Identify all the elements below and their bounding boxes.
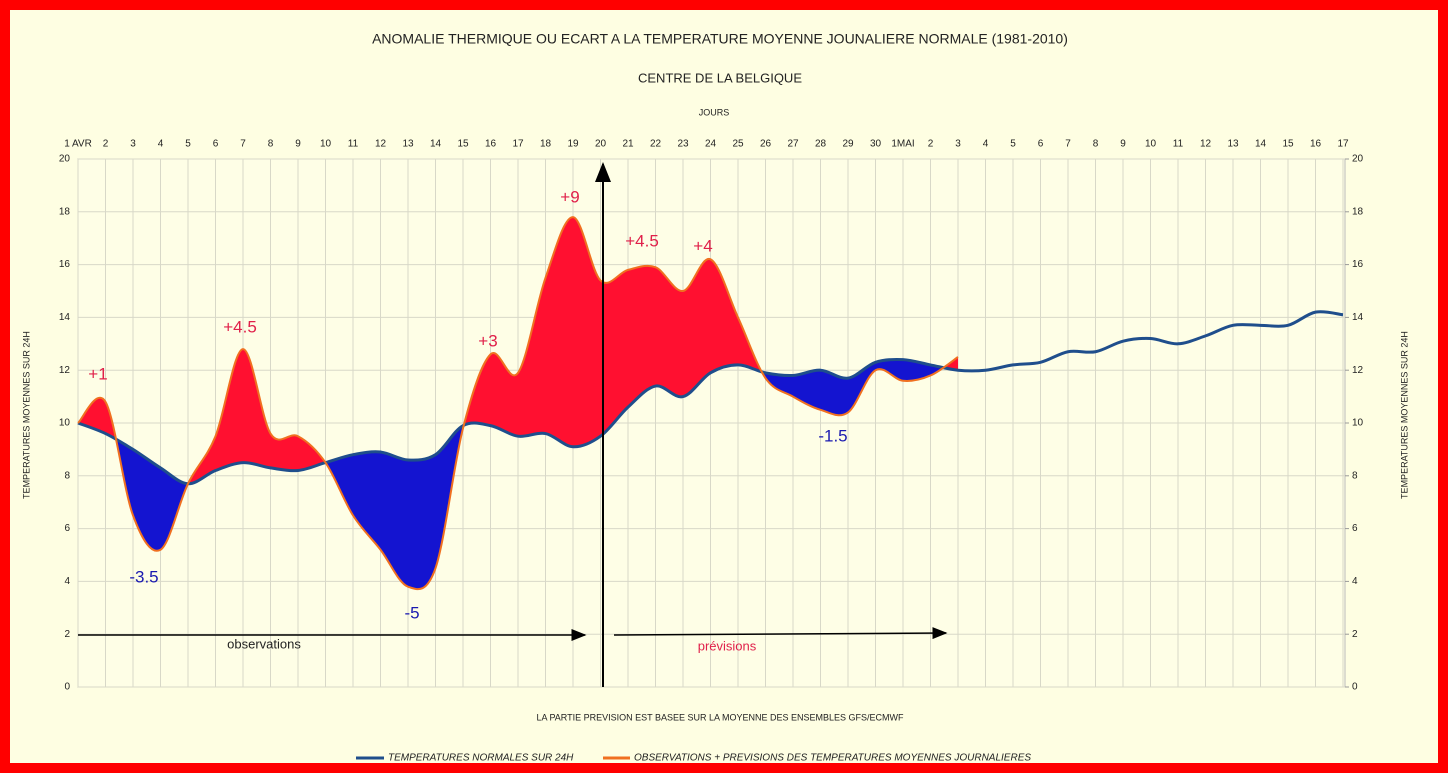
- y-tick-label: 18: [59, 206, 71, 217]
- legend-label: TEMPERATURES NORMALES SUR 24H: [388, 753, 574, 764]
- y2-tick-label: 18: [1352, 206, 1364, 217]
- x-tick-label: 16: [485, 139, 497, 150]
- y-tick-label: 8: [64, 470, 70, 481]
- x-tick-label: 9: [1120, 139, 1126, 150]
- y-tick-label: 12: [59, 365, 71, 376]
- x-tick-label: 6: [213, 139, 219, 150]
- x-tick-label: 14: [1255, 139, 1267, 150]
- chart-title: ANOMALIE THERMIQUE OU ECART A LA TEMPERA…: [372, 31, 1068, 47]
- y-tick-label: 10: [59, 418, 71, 429]
- y-tick-label: 4: [64, 576, 70, 587]
- y2-tick-label: 6: [1352, 523, 1358, 534]
- x-tick-label: 30: [870, 139, 882, 150]
- x-tick-label: 3: [130, 139, 136, 150]
- x-tick-label: 17: [512, 139, 524, 150]
- x-tick-label: 6: [1038, 139, 1044, 150]
- x-tick-label: 20: [595, 139, 607, 150]
- note: LA PARTIE PREVISION EST BASEE SUR LA MOY…: [536, 712, 904, 722]
- x-tick-label: 12: [375, 139, 387, 150]
- x-tick-label: 7: [1065, 139, 1071, 150]
- x-tick-label: 26: [760, 139, 772, 150]
- y2-tick-label: 10: [1352, 418, 1364, 429]
- y-tick-label: 16: [59, 259, 71, 270]
- y-axis-label: TEMPERATURES MOYENNES SUR 24H: [21, 331, 31, 499]
- y-tick-label: 6: [64, 523, 70, 534]
- x-tick-label: 4: [158, 139, 164, 150]
- period-label: observations: [227, 636, 301, 651]
- x-tick-label: 22: [650, 139, 662, 150]
- x-tick-label: 29: [842, 139, 854, 150]
- y2-tick-label: 8: [1352, 470, 1358, 481]
- annotation: +3: [478, 331, 497, 350]
- annotation: +9: [560, 187, 579, 206]
- annotation: -5: [404, 603, 419, 622]
- y2-axis-label: TEMPERATURES MOYENNES SUR 24H: [1399, 331, 1409, 499]
- x-tick-label: 21: [622, 139, 634, 150]
- x-tick-label: 2: [103, 139, 109, 150]
- y2-tick-label: 14: [1352, 312, 1364, 323]
- x-tick-label: 2: [928, 139, 934, 150]
- x-tick-label: 10: [1145, 139, 1157, 150]
- annotation: +4.5: [223, 317, 257, 336]
- x-tick-label: 19: [567, 139, 579, 150]
- x-tick-label: 3: [955, 139, 961, 150]
- x-tick-label: 15: [457, 139, 469, 150]
- x-tick-label: 13: [402, 139, 414, 150]
- annotation: +4.5: [625, 231, 659, 250]
- x-tick-label: 8: [1093, 139, 1099, 150]
- x-tick-label: 16: [1310, 139, 1322, 150]
- x-tick-label: 4: [983, 139, 989, 150]
- series-line: [77, 216, 959, 591]
- x-tick-label: 10: [320, 139, 332, 150]
- x-tick-label: 17: [1337, 139, 1349, 150]
- series-line: [77, 310, 1344, 486]
- chart-subtitle: CENTRE DE LA BELGIQUE: [638, 70, 802, 85]
- annotation: +1: [88, 364, 107, 383]
- forecast-arrow: [613, 627, 948, 640]
- y2-tick-label: 16: [1352, 259, 1364, 270]
- annotation: +4: [693, 236, 712, 255]
- x-tick-label: 1MAI: [891, 139, 914, 150]
- y2-tick-label: 20: [1352, 154, 1364, 165]
- x-tick-label: 25: [732, 139, 744, 150]
- x-tick-label: 9: [295, 139, 301, 150]
- x-tick-label: 24: [705, 139, 717, 150]
- x-axis-label: JOURS: [699, 107, 730, 117]
- y2-tick-label: 4: [1352, 576, 1358, 587]
- x-tick-label: 8: [268, 139, 274, 150]
- x-tick-label: 11: [1173, 139, 1184, 150]
- annotation: -1.5: [818, 426, 847, 445]
- y-tick-label: 0: [64, 682, 70, 693]
- x-tick-label: 1 AVR: [64, 139, 92, 150]
- y-tick-label: 14: [59, 312, 71, 323]
- y2-tick-label: 12: [1352, 365, 1364, 376]
- anomaly-above: [78, 217, 958, 484]
- x-tick-label: 13: [1227, 139, 1239, 150]
- y2-tick-label: 2: [1352, 629, 1358, 640]
- x-tick-label: 5: [185, 139, 191, 150]
- x-tick-label: 5: [1010, 139, 1016, 150]
- x-tick-label: 28: [815, 139, 827, 150]
- x-tick-label: 15: [1282, 139, 1294, 150]
- x-tick-label: 14: [430, 139, 442, 150]
- y-tick-label: 2: [64, 629, 70, 640]
- x-tick-label: 11: [348, 139, 359, 150]
- annotation: -3.5: [129, 567, 158, 586]
- x-tick-label: 18: [540, 139, 552, 150]
- legend-label: OBSERVATIONS + PREVISIONS DES TEMPERATUR…: [634, 753, 1031, 764]
- x-tick-label: 12: [1200, 139, 1212, 150]
- y-tick-label: 20: [59, 154, 71, 165]
- x-tick-label: 27: [787, 139, 799, 150]
- y2-tick-label: 0: [1352, 682, 1358, 693]
- period-label: prévisions: [698, 638, 757, 653]
- x-tick-label: 7: [240, 139, 246, 150]
- x-tick-label: 23: [677, 139, 689, 150]
